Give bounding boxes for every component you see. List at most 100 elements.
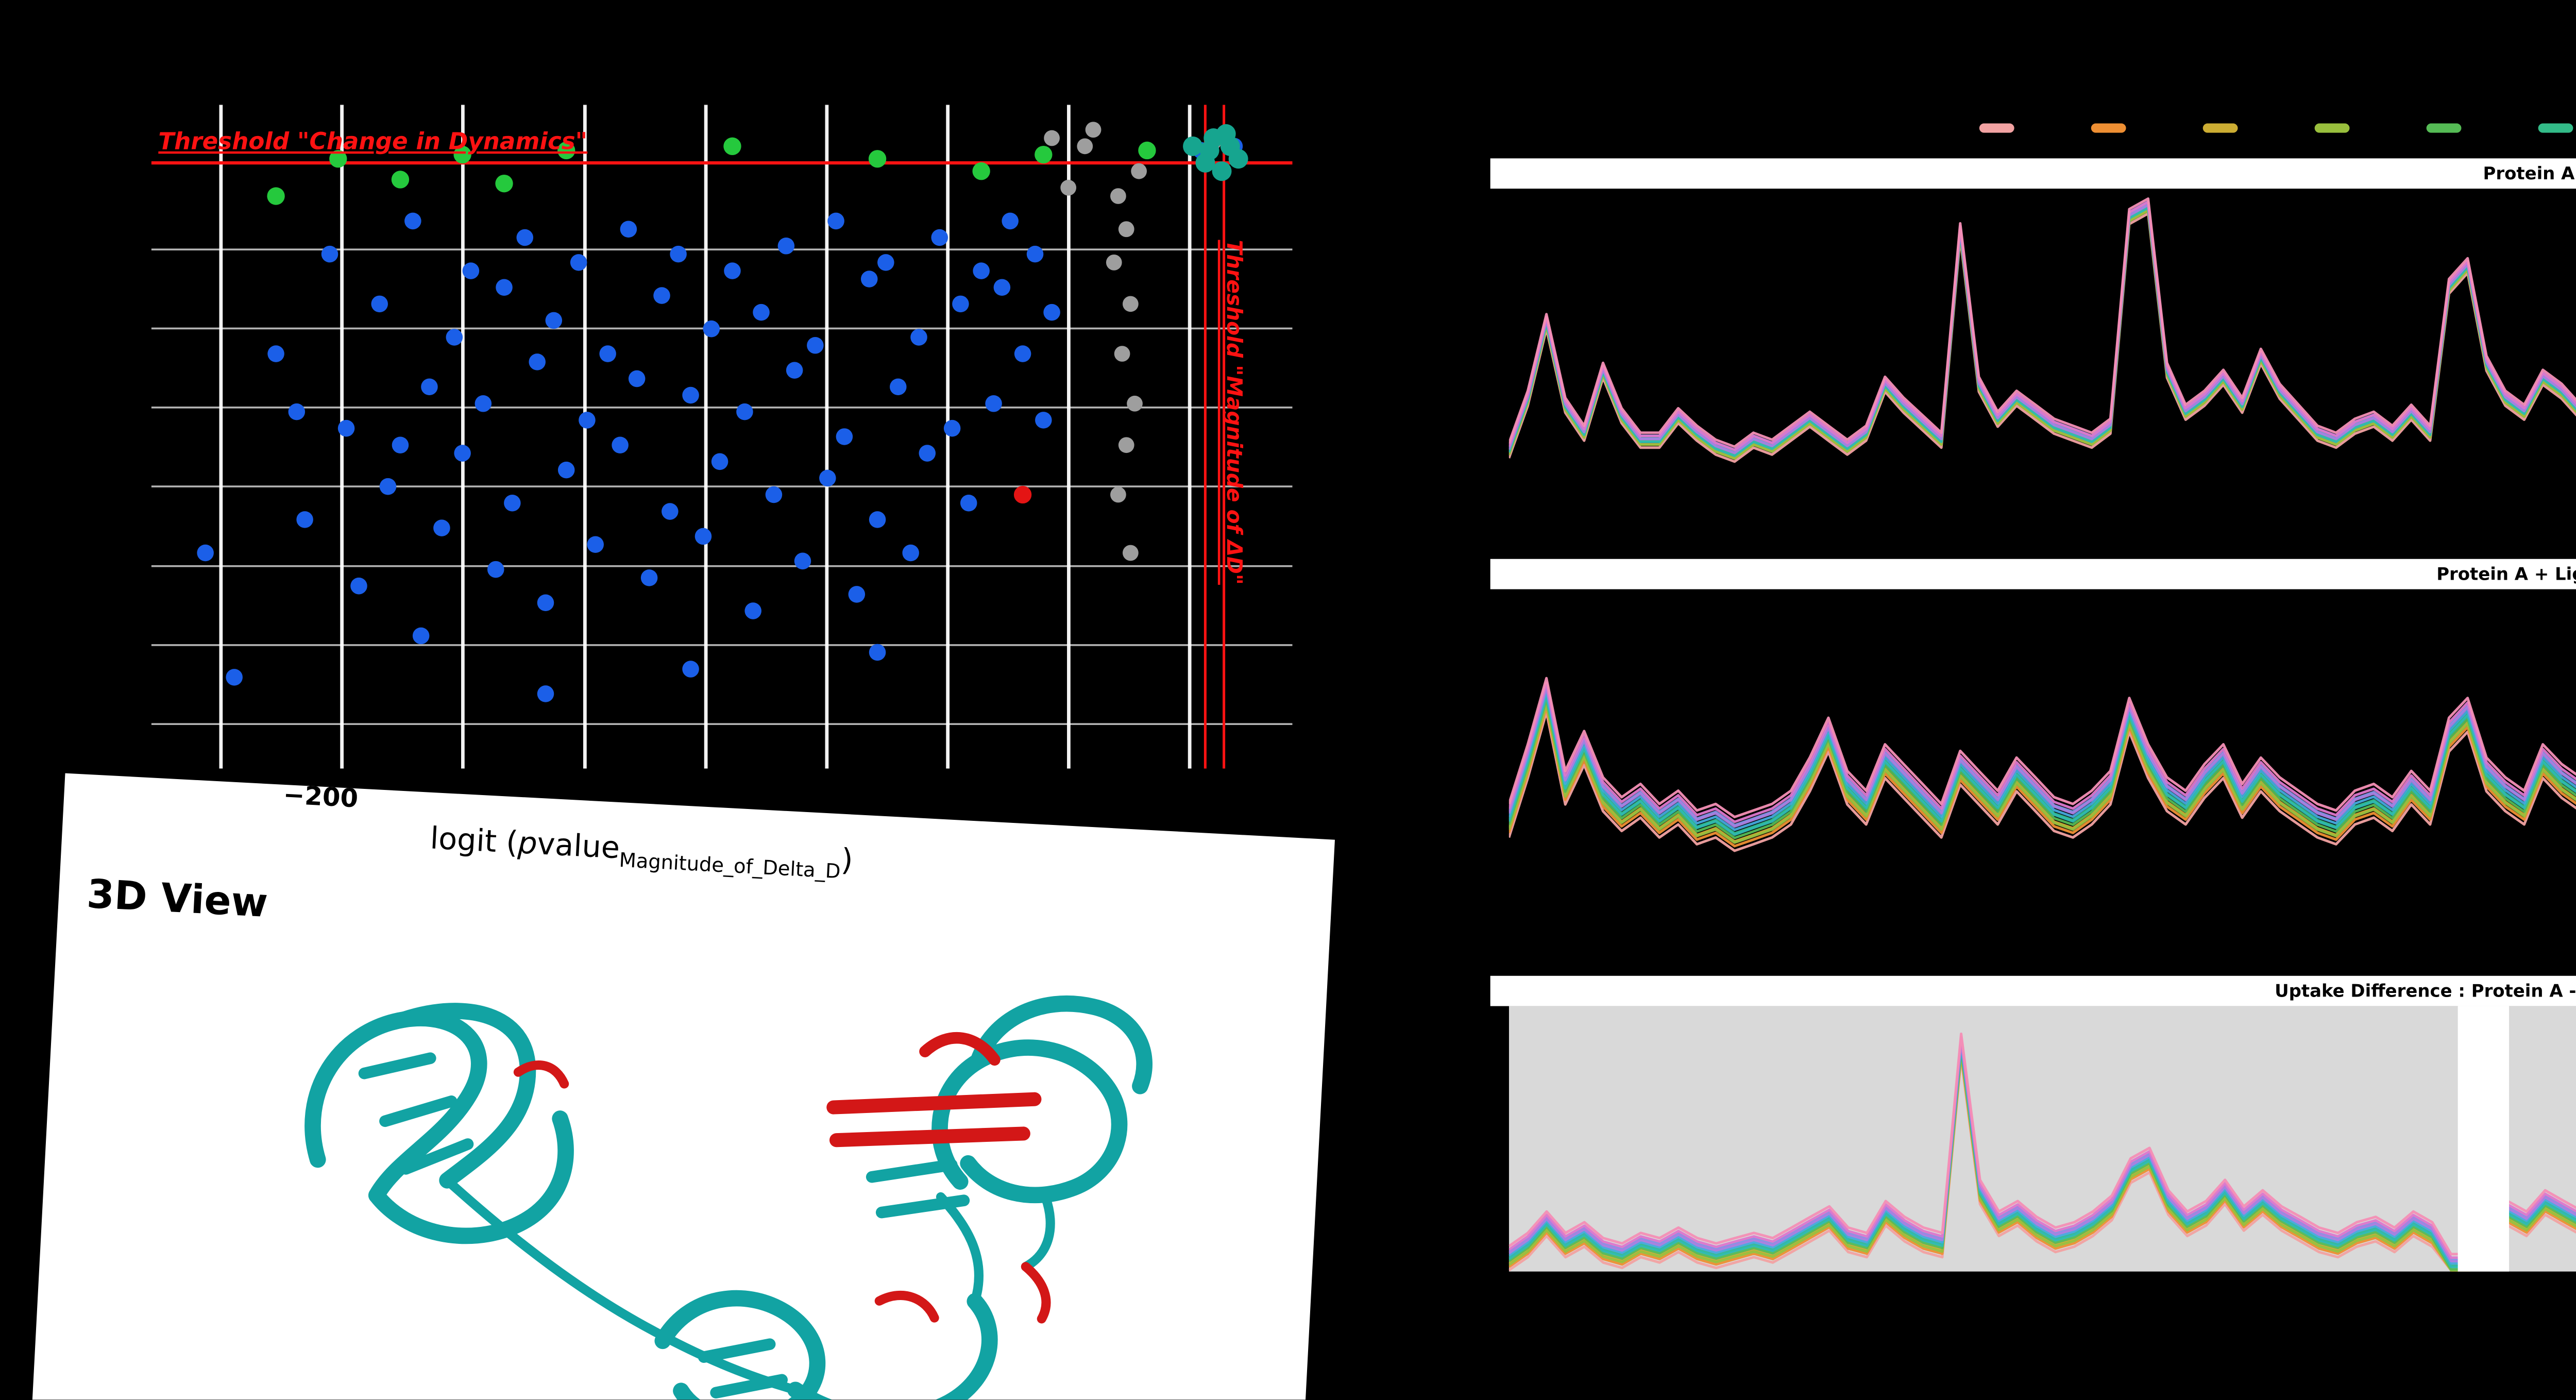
scatter-point-not-significant[interactable] (1014, 345, 1031, 362)
scatter-point-not-significant[interactable] (827, 212, 844, 230)
scatter-point-not-significant[interactable] (350, 577, 367, 595)
scatter-point-not-significant[interactable] (1035, 412, 1052, 429)
scatter-point-not-significant[interactable] (496, 279, 513, 296)
scatter-point-not-significant[interactable] (404, 212, 421, 230)
scatter-point-not-significant[interactable] (504, 495, 521, 512)
uptake-series-line[interactable] (1509, 1045, 2576, 1269)
scatter-point-significant-dynamics[interactable] (495, 174, 513, 193)
uptake-series-line[interactable] (1509, 1039, 2576, 1263)
scatter-point-not-significant[interactable] (902, 544, 919, 562)
scatter-point-not-significant[interactable] (682, 661, 699, 678)
uptake-series-line[interactable] (1509, 212, 2576, 484)
scatter-point-not-significant[interactable] (848, 586, 866, 603)
legend-series-dash[interactable] (2314, 123, 2350, 132)
uptake-series-line[interactable] (1509, 1032, 2576, 1257)
scatter-point-not-significant[interactable] (446, 329, 463, 346)
scatter-point-not-significant[interactable] (337, 419, 355, 437)
scatter-point-not-significant[interactable] (993, 279, 1011, 296)
scatter-point-not-significant[interactable] (960, 495, 977, 512)
scatter-point-not-significant[interactable] (943, 419, 961, 437)
scatter-point-near-threshold[interactable] (1060, 179, 1077, 196)
scatter-point-significant-dynamics[interactable] (557, 141, 575, 160)
uptake-series-line[interactable] (1509, 602, 2576, 831)
scatter-point-not-significant[interactable] (557, 461, 575, 479)
scatter-point-not-significant[interactable] (952, 295, 969, 313)
scatter-point-not-significant[interactable] (777, 238, 795, 255)
scatter-point-not-significant[interactable] (919, 445, 936, 462)
scatter-point-not-significant[interactable] (288, 403, 306, 420)
uptake-series-line[interactable] (1509, 197, 2576, 448)
scatter-point-not-significant[interactable] (807, 337, 824, 354)
scatter-point-not-significant[interactable] (1002, 212, 1019, 230)
scatter-point-not-significant[interactable] (869, 511, 886, 528)
scatter-point-not-significant[interactable] (753, 303, 770, 321)
uptake-series-line[interactable] (1509, 615, 2576, 844)
scatter-point-not-significant[interactable] (1026, 245, 1044, 263)
scatter-point-not-significant[interactable] (640, 569, 658, 586)
scatter-point-near-threshold[interactable] (1131, 163, 1147, 179)
scatter-point-near-threshold[interactable] (1110, 486, 1126, 503)
legend-series-dash[interactable] (2426, 123, 2462, 132)
scatter-point-not-significant[interactable] (877, 254, 894, 271)
uptake-series-line[interactable] (1509, 200, 2576, 451)
scatter-point-not-significant[interactable] (736, 403, 753, 420)
scatter-point-not-significant[interactable] (392, 436, 409, 454)
uptake-series-line[interactable] (1509, 1036, 2576, 1260)
uptake-series-line[interactable] (1509, 594, 2576, 823)
scatter-point-not-significant[interactable] (197, 544, 214, 562)
scatter-point-significant-dynamics[interactable] (723, 137, 741, 156)
scatter-point-not-significant[interactable] (599, 345, 616, 362)
scatter-point-not-significant[interactable] (711, 453, 728, 470)
scatter-point-not-significant[interactable] (931, 229, 948, 246)
scatter-point-near-threshold[interactable] (1118, 221, 1134, 238)
scatter-point-not-significant[interactable] (462, 262, 480, 279)
uptake-series-line[interactable] (1509, 1051, 2576, 1272)
scatter-point-near-threshold[interactable] (1044, 130, 1060, 146)
scatter-point-not-significant[interactable] (703, 320, 720, 338)
scatter-point-not-significant[interactable] (794, 552, 811, 570)
scatter-point-near-threshold[interactable] (1122, 545, 1139, 561)
uptake-series-line[interactable] (1509, 204, 2576, 454)
scatter-point-not-significant[interactable] (985, 395, 1002, 412)
scatter-point-not-significant[interactable] (454, 445, 471, 462)
uptake-series-line[interactable] (1509, 206, 2576, 458)
scatter-point-not-significant[interactable] (412, 627, 430, 645)
uptake-series-line[interactable] (1509, 209, 2576, 462)
scatter-point-significant-dynamics[interactable] (391, 171, 410, 189)
scatter-point-near-threshold[interactable] (1085, 122, 1101, 138)
scatter-point-not-significant[interactable] (579, 412, 596, 429)
legend-series-dash[interactable] (2538, 123, 2573, 132)
uptake-series-line[interactable] (1509, 610, 2576, 839)
scatter-point-not-significant[interactable] (529, 353, 546, 370)
protein-structure-viewport[interactable] (160, 919, 1279, 1400)
scatter-point-not-significant[interactable] (653, 287, 670, 304)
scatter-point-not-significant[interactable] (474, 395, 492, 412)
scatter-point-not-significant[interactable] (267, 345, 284, 362)
scatter-point-significant-dynamics[interactable] (453, 145, 471, 164)
scatter-point-not-significant[interactable] (860, 271, 878, 288)
volcano-scatter-chart[interactable] (151, 105, 1293, 769)
scatter-point-significant-dynamics[interactable] (868, 150, 887, 168)
scatter-point-significant-dynamics[interactable] (329, 150, 347, 168)
scatter-point-not-significant[interactable] (421, 378, 438, 396)
scatter-point-not-significant[interactable] (587, 536, 604, 553)
scatter-point-near-threshold[interactable] (1118, 437, 1134, 453)
scatter-point-not-significant[interactable] (682, 386, 699, 404)
scatter-point-not-significant[interactable] (321, 245, 338, 263)
scatter-point-not-significant[interactable] (537, 594, 554, 611)
scatter-point-not-significant[interactable] (379, 478, 397, 495)
protein-a-ligand-uptake-chart[interactable] (1509, 589, 2576, 920)
scatter-point-significant-dynamics[interactable] (267, 187, 285, 205)
scatter-point-not-significant[interactable] (433, 519, 450, 536)
scatter-point-not-significant[interactable] (537, 685, 554, 702)
scatter-point-not-significant[interactable] (765, 486, 783, 503)
uptake-series-line[interactable] (1509, 1047, 2576, 1271)
scatter-point-not-significant[interactable] (890, 378, 907, 396)
uptake-series-line[interactable] (1509, 1056, 2576, 1272)
uptake-series-line[interactable] (1509, 606, 2576, 836)
scatter-point-cluster-top-right[interactable] (1183, 136, 1203, 156)
scatter-point-cluster-top-right[interactable] (1212, 161, 1232, 181)
scatter-point-cluster-top-right[interactable] (1216, 124, 1236, 144)
scatter-point-significant-dynamics[interactable] (1035, 145, 1053, 164)
scatter-point-not-significant[interactable] (371, 295, 388, 313)
